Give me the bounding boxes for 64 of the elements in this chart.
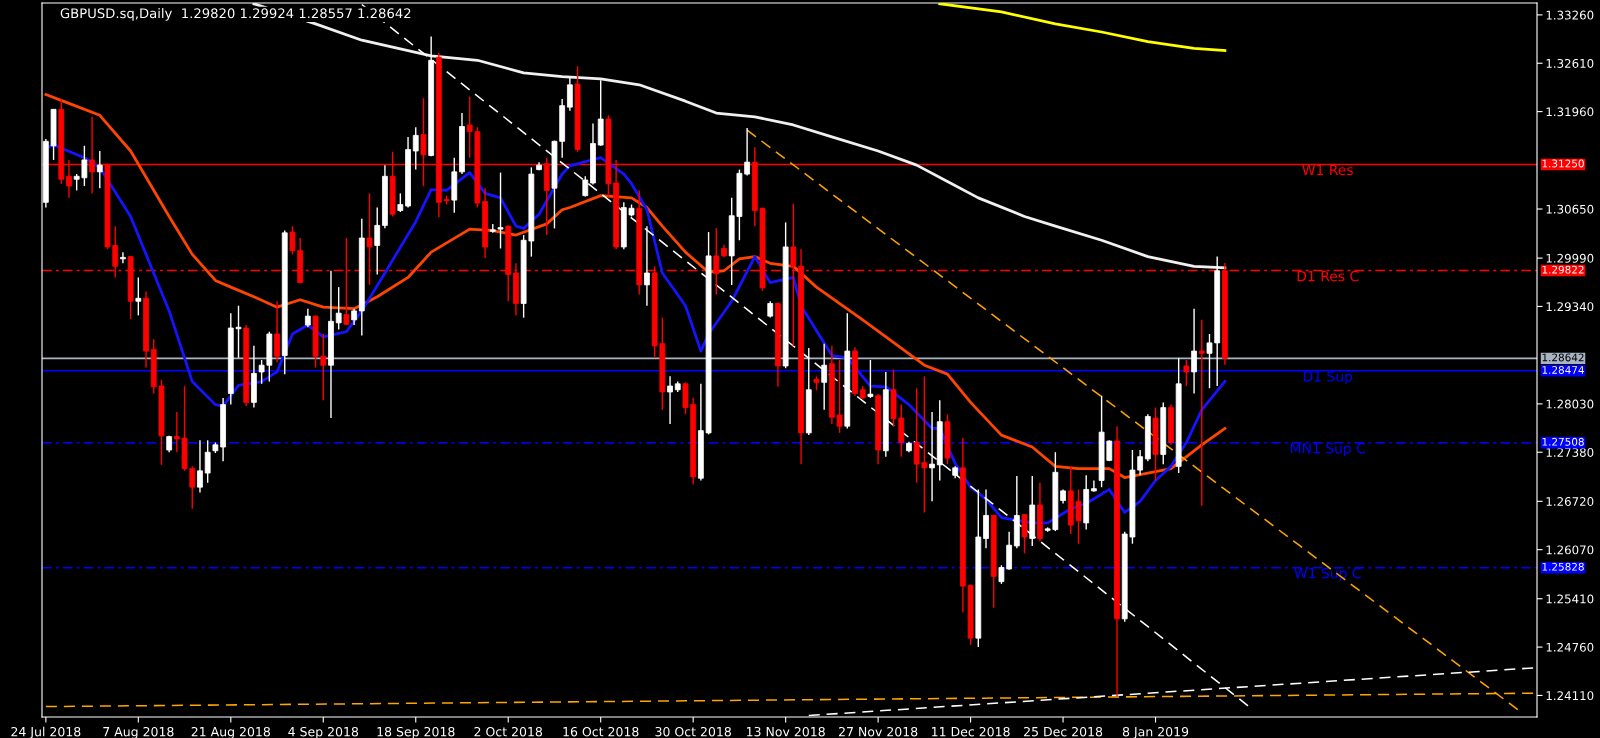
text: 1.25828: [1542, 562, 1584, 571]
candlestick: [135, 276, 142, 317]
candlestick: [667, 375, 673, 425]
y-tick-label: 1.32610: [1546, 58, 1594, 68]
candlestick: [566, 76, 573, 112]
y-tick-label: 1.26720: [1546, 497, 1594, 506]
text: 1.28642: [1542, 353, 1584, 362]
x-tick-label: 8 Jan 2019: [1122, 726, 1189, 738]
chart-title: GBPUSD.sq,Daily 1.29820 1.29924 1.28557 1.28642: [60, 8, 411, 21]
text: 1.29822: [1542, 265, 1584, 274]
candlestick: [120, 251, 126, 265]
x-tick-label: 27 Nov 2018: [839, 726, 918, 737]
x-tick-label: 30 Oct 2018: [655, 726, 731, 737]
candlestick: [1091, 479, 1097, 493]
y-tick-label: 1.31960: [1546, 107, 1594, 117]
text: 1.31250: [1542, 159, 1584, 168]
y-tick-label: 1.26070: [1546, 545, 1594, 555]
y-tick-label: 1.33260: [1546, 10, 1594, 20]
candlestick: [713, 227, 720, 296]
text: 1.28474: [1542, 366, 1584, 374]
y-tick-label: 1.25410: [1546, 594, 1594, 604]
x-tick-label: 2 Oct 2018: [474, 726, 543, 737]
ref-line-label: W1 Sup C: [1294, 567, 1361, 582]
y-tick-label: 1.27380: [1546, 447, 1594, 457]
candlestick: [867, 359, 874, 399]
x-tick-label: 7 Aug 2018: [103, 726, 174, 738]
candlestick: [204, 439, 211, 484]
y-tick-label: 1.30650: [1546, 204, 1594, 214]
candlestick: [1183, 359, 1190, 387]
x-tick-label: 18 Sep 2018: [377, 726, 455, 738]
candlestick: [1191, 307, 1197, 395]
candlestick: [96, 150, 103, 189]
x-tick-label: 11 Dec 2018: [932, 726, 1010, 737]
y-tick-label: 1.29340: [1546, 302, 1594, 312]
ref-line-label: D1 Sup: [1303, 371, 1353, 385]
x-tick-label: 21 Aug 2018: [191, 726, 270, 738]
candlestick: [644, 225, 650, 307]
x-tick-label: 25 Dec 2018: [1024, 726, 1103, 737]
x-tick-label: 13 Nov 2018: [746, 726, 825, 737]
candlestick: [1021, 513, 1028, 555]
y-tick-label: 1.24760: [1546, 642, 1594, 652]
x-tick-label: 24 Jul 2018: [11, 726, 81, 738]
y-tick-label: 1.28030: [1546, 399, 1594, 409]
candlestick: [397, 192, 404, 213]
candlestick: [983, 488, 989, 549]
candlestick: [821, 342, 828, 411]
candlestick: [374, 206, 381, 276]
candlestick: [197, 439, 203, 494]
text: 1.27508: [1542, 437, 1584, 446]
candlestick: [929, 411, 935, 503]
candlestick: [304, 307, 311, 328]
y-tick-label: 1.24110: [1546, 691, 1594, 701]
ref-line-label: D1 Res C: [1297, 270, 1359, 282]
candlestick: [274, 300, 280, 363]
ref-line-label: MN1 Sup C: [1290, 442, 1366, 457]
y-tick-label: 1.29990: [1546, 253, 1594, 263]
x-tick-label: 4 Sep 2018: [288, 726, 359, 738]
line-series: [44, 93, 1227, 479]
candlestick: [1198, 319, 1205, 507]
ref-line-label: W1 Res: [1302, 164, 1353, 176]
line-series: [938, 3, 1227, 52]
candlestick: [335, 286, 342, 331]
candlestick: [412, 126, 419, 171]
x-tick-label: 16 Oct 2018: [563, 726, 639, 737]
